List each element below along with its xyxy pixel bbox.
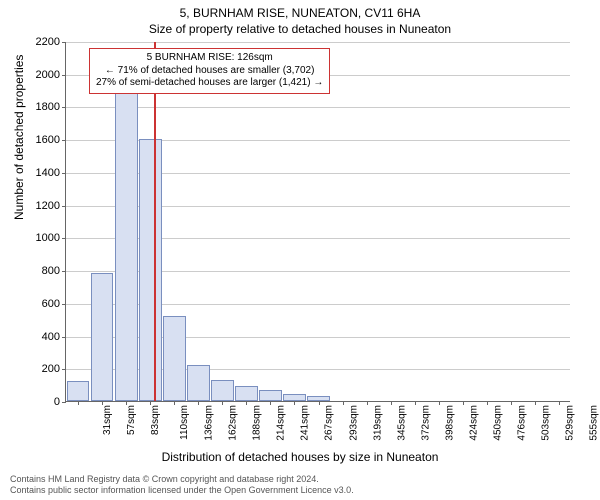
xtick-label: 136sqm [204, 405, 215, 441]
ytick-label: 1800 [36, 101, 66, 113]
footer: Contains HM Land Registry data © Crown c… [10, 474, 354, 496]
xtick-label: 188sqm [252, 405, 263, 441]
reference-line [154, 42, 156, 401]
xtick-label: 555sqm [589, 405, 600, 441]
ytick-label: 800 [42, 265, 66, 277]
ytick-label: 600 [42, 298, 66, 310]
xtick-label: 529sqm [565, 405, 576, 441]
xtick-mark [391, 401, 392, 405]
xtick-mark [198, 401, 199, 405]
annotation-line1: 5 BURNHAM RISE: 126sqm [96, 52, 323, 65]
ytick-label: 2200 [36, 36, 66, 48]
xtick-mark [174, 401, 175, 405]
xtick-label: 83sqm [150, 405, 161, 435]
xtick-label: 372sqm [420, 405, 431, 441]
ytick-label: 400 [42, 331, 66, 343]
xtick-label: 476sqm [516, 405, 527, 441]
xtick-label: 267sqm [324, 405, 335, 441]
xtick-mark [294, 401, 295, 405]
xtick-label: 241sqm [300, 405, 311, 441]
gridline [66, 107, 570, 108]
xtick-label: 31sqm [102, 405, 113, 435]
xtick-mark [343, 401, 344, 405]
histogram-bar [211, 380, 234, 401]
histogram-bar [139, 139, 162, 401]
ytick-label: 1200 [36, 200, 66, 212]
xtick-label: 293sqm [348, 405, 359, 441]
histogram-bar [283, 394, 306, 401]
chart-container: 5, BURNHAM RISE, NUNEATON, CV11 6HA Size… [0, 0, 600, 500]
footer-line2: Contains public sector information licen… [10, 485, 354, 496]
ytick-label: 2000 [36, 69, 66, 81]
xtick-mark [535, 401, 536, 405]
xtick-mark [319, 401, 320, 405]
xtick-mark [222, 401, 223, 405]
xtick-mark [439, 401, 440, 405]
histogram-bar [259, 390, 282, 401]
chart-title-address: 5, BURNHAM RISE, NUNEATON, CV11 6HA [0, 6, 600, 20]
xtick-label: 345sqm [396, 405, 407, 441]
xtick-label: 319sqm [372, 405, 383, 441]
y-axis-label: Number of detached properties [12, 55, 26, 220]
histogram-bar [67, 381, 90, 401]
xtick-label: 57sqm [126, 405, 137, 435]
xtick-label: 398sqm [444, 405, 455, 441]
ytick-label: 200 [42, 363, 66, 375]
histogram-bar [163, 316, 186, 401]
plot: 0200400600800100012001400160018002000220… [65, 42, 570, 402]
xtick-label: 424sqm [468, 405, 479, 441]
histogram-bar [91, 273, 114, 401]
annotation-line3: 27% of semi-detached houses are larger (… [96, 77, 323, 90]
xtick-label: 450sqm [492, 405, 503, 441]
histogram-bar [187, 365, 210, 401]
xtick-mark [559, 401, 560, 405]
xtick-mark [246, 401, 247, 405]
xtick-mark [463, 401, 464, 405]
histogram-bar [115, 87, 138, 401]
xtick-mark [78, 401, 79, 405]
xtick-label: 162sqm [228, 405, 239, 441]
xtick-mark [102, 401, 103, 405]
xtick-mark [367, 401, 368, 405]
xtick-mark [126, 401, 127, 405]
chart-title-description: Size of property relative to detached ho… [0, 22, 600, 36]
xtick-mark [415, 401, 416, 405]
annotation-line2: ← 71% of detached houses are smaller (3,… [96, 65, 323, 78]
xtick-label: 503sqm [540, 405, 551, 441]
xtick-mark [270, 401, 271, 405]
ytick-label: 1000 [36, 232, 66, 244]
histogram-bar [235, 386, 258, 401]
xtick-mark [511, 401, 512, 405]
xtick-mark [150, 401, 151, 405]
gridline [66, 42, 570, 43]
ytick-label: 1600 [36, 134, 66, 146]
plot-area: 0200400600800100012001400160018002000220… [65, 42, 570, 402]
annotation-box: 5 BURNHAM RISE: 126sqm ← 71% of detached… [89, 48, 330, 94]
ytick-label: 0 [54, 396, 66, 408]
footer-line1: Contains HM Land Registry data © Crown c… [10, 474, 354, 485]
ytick-label: 1400 [36, 167, 66, 179]
xtick-mark [487, 401, 488, 405]
xtick-label: 214sqm [276, 405, 287, 441]
x-axis-label: Distribution of detached houses by size … [0, 450, 600, 464]
xtick-label: 110sqm [179, 405, 190, 440]
